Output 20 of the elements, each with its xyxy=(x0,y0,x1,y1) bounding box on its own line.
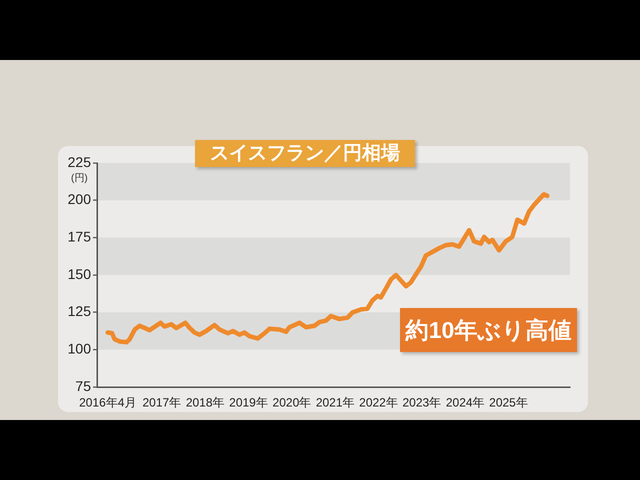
x-tick-label: 2022年 xyxy=(359,396,398,410)
x-tick-label: 2020年 xyxy=(272,396,312,410)
y-tick-label: 150 xyxy=(68,266,92,282)
x-tick-label: 2023年 xyxy=(402,396,442,410)
y-tick-label: 125 xyxy=(68,303,92,320)
x-tick-label: 2018年 xyxy=(186,396,225,410)
y-tick-label: 75 xyxy=(75,378,92,394)
annotation: 約10年ぶり高値 xyxy=(400,308,577,352)
x-tick-label: 2016年4月 xyxy=(79,396,136,410)
y-tick-label: 200 xyxy=(68,191,92,208)
x-tick-label: 2019年 xyxy=(229,396,268,410)
x-tick-label: 2024年 xyxy=(446,396,485,410)
y-tick-label: 225 xyxy=(68,154,92,170)
x-tick-label: 2025年 xyxy=(489,396,528,410)
x-tick-label: 2017年 xyxy=(142,396,182,410)
x-tick-label: 2021年 xyxy=(316,396,355,410)
y-tick-label: 100 xyxy=(68,340,92,357)
chart-title: スイスフラン／円相場 xyxy=(195,140,415,167)
y-tick-label: 175 xyxy=(68,228,92,245)
y-axis-title: (円) xyxy=(70,172,88,184)
